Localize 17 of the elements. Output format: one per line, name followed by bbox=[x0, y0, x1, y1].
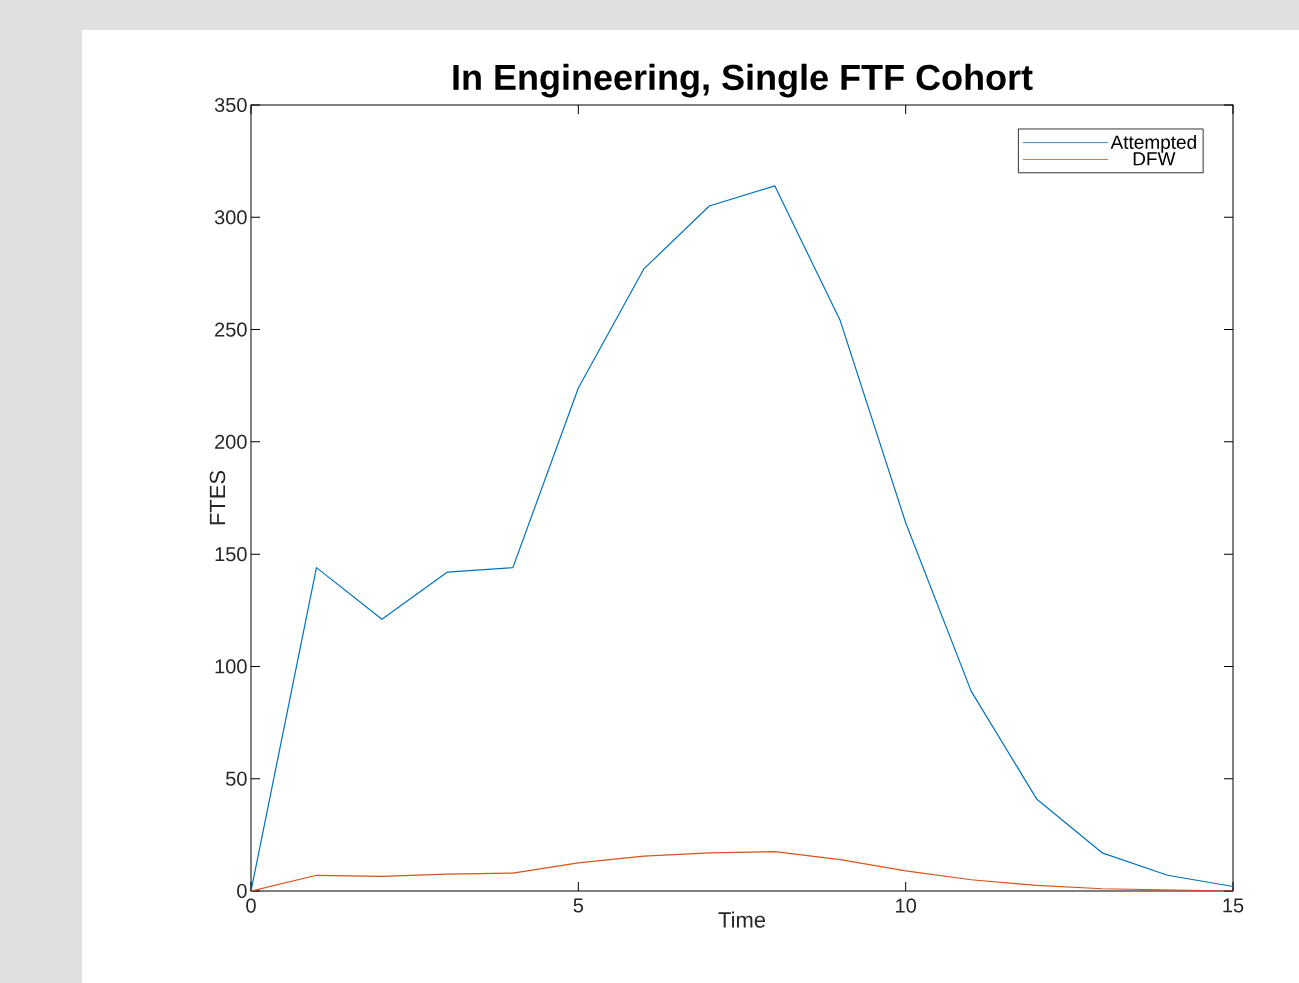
legend-label: DFW bbox=[1133, 152, 1176, 166]
y-tick-label: 350 bbox=[214, 97, 247, 113]
y-tick-label: 150 bbox=[215, 547, 247, 562]
line-series bbox=[251, 185, 1234, 891]
legend-label: Attempted bbox=[1110, 134, 1196, 153]
x-tick-label: 5 bbox=[573, 898, 584, 913]
y-tick-label: 250 bbox=[215, 322, 247, 337]
chart-title: In Engineering, Single FTF Cohort bbox=[453, 63, 1033, 98]
y-tick-label: 200 bbox=[215, 434, 247, 449]
y-tick-label: 300 bbox=[214, 210, 247, 225]
x-axis-title: Time bbox=[718, 911, 766, 928]
y-axis-title: FTES bbox=[209, 470, 226, 525]
y-tick-label: 0 bbox=[237, 883, 247, 899]
y-tick-label: 50 bbox=[226, 771, 247, 786]
y-tick-label: 100 bbox=[215, 659, 247, 674]
x-tick-label: 15 bbox=[1223, 898, 1244, 913]
x-tick-label: 10 bbox=[896, 898, 917, 913]
